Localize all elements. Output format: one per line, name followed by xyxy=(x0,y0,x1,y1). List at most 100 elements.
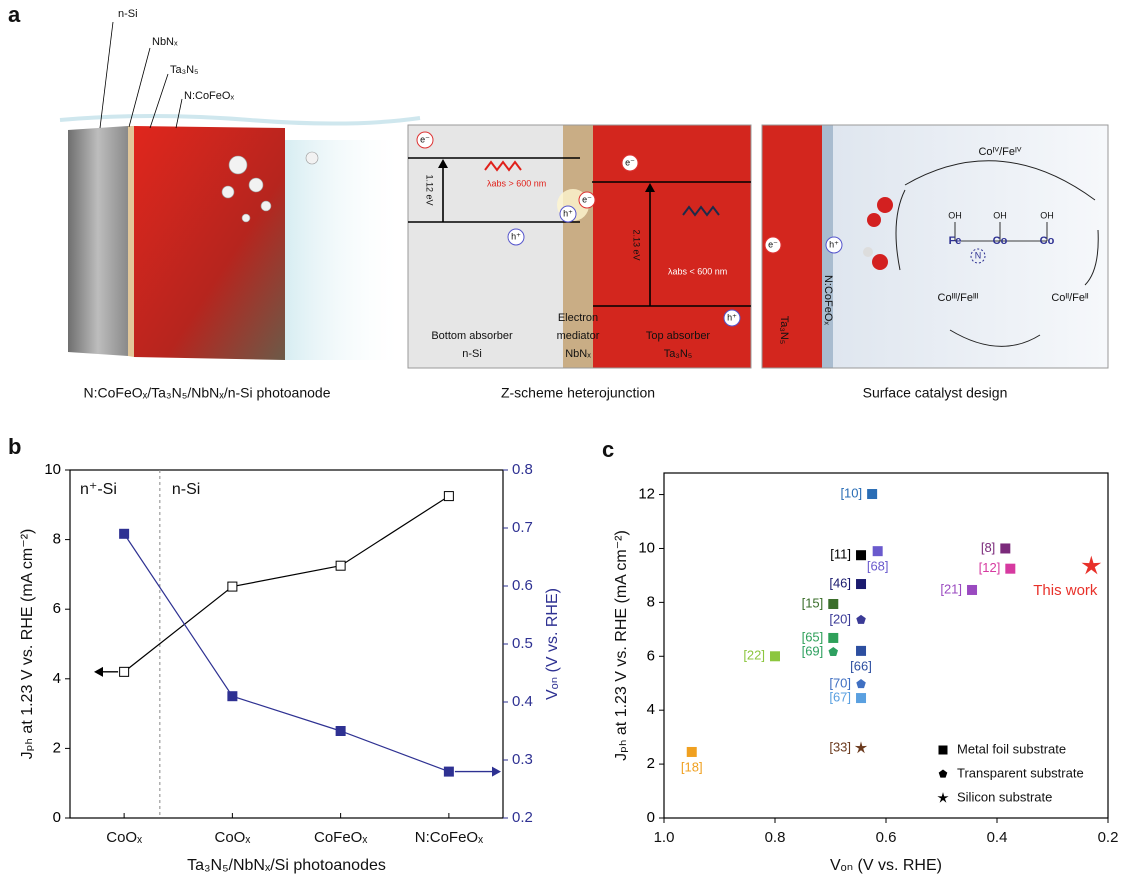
point-label: [66] xyxy=(850,658,872,673)
y-tick-label: 4 xyxy=(53,670,61,687)
point-label: [11] xyxy=(830,547,851,562)
point-label: [22] xyxy=(743,648,765,663)
marker-square xyxy=(336,561,345,570)
point-label: [46] xyxy=(829,575,851,590)
marker-square xyxy=(336,727,345,736)
point-label: [20] xyxy=(829,611,851,626)
marker-star xyxy=(855,741,867,753)
y2-axis-label: Vₒₙ (V vs. RHE) xyxy=(544,588,561,700)
region-label: Electron xyxy=(558,312,598,324)
y-tick-label: 0 xyxy=(647,809,655,826)
y-tick-label: 0.4 xyxy=(512,693,533,710)
marker-square xyxy=(829,633,838,642)
marker-square xyxy=(1006,564,1015,573)
y-tick-label: 0.6 xyxy=(512,577,533,594)
plot-frame xyxy=(70,470,503,818)
leader xyxy=(100,22,113,128)
atom: Co xyxy=(1040,235,1055,247)
layer-label: N:CoFeOₓ xyxy=(822,275,834,325)
y-tick-label: 0 xyxy=(53,809,61,826)
marker-square xyxy=(228,582,237,591)
point-label: [65] xyxy=(802,629,824,644)
carrier-label: h⁺ xyxy=(829,239,839,249)
x-tick-label: 0.4 xyxy=(987,829,1008,846)
point-label: [33] xyxy=(829,739,851,754)
x-tick-label: 1.0 xyxy=(654,829,675,846)
legend-label: Transparent substrate xyxy=(957,765,1084,780)
carrier-label: e⁻ xyxy=(582,194,592,204)
x-tick-label: N:CoFeOₓ xyxy=(415,829,483,846)
y-axis-label: Jₚₕ at 1.23 V vs. RHE (mA cm⁻²) xyxy=(613,530,630,761)
caption: N:CoFeOₓ/Ta₃N₅/NbNₓ/n-Si photoanode xyxy=(84,385,331,401)
marker-square xyxy=(444,767,453,776)
legend-marker xyxy=(937,792,948,803)
carrier-label: h⁺ xyxy=(563,208,573,218)
marker-square xyxy=(444,492,453,501)
region-label: Top absorber xyxy=(646,330,711,342)
atom: Fe xyxy=(949,235,962,247)
y-tick-label: 0.2 xyxy=(512,809,533,826)
nbn-layer xyxy=(128,126,134,357)
bubble xyxy=(222,186,234,198)
x-tick-label: 0.2 xyxy=(1098,829,1119,846)
marker-square xyxy=(771,652,780,661)
marker-square xyxy=(857,551,866,560)
x-axis-label: Ta₃N₅/NbNₓ/Si photoanodes xyxy=(187,857,386,874)
region-label: n-Si xyxy=(462,348,482,360)
y-tick-label: 8 xyxy=(53,531,61,548)
y-tick-label: 2 xyxy=(647,755,655,772)
point-label: [15] xyxy=(802,595,824,610)
carrier-label: h⁺ xyxy=(727,312,737,322)
x-axis-label: Vₒₙ (V vs. RHE) xyxy=(830,857,942,874)
layer-label: Ta₃N₅ xyxy=(778,316,790,344)
panel-label: b xyxy=(8,434,21,459)
band-gap: 2.13 eV xyxy=(632,229,642,260)
band-gap: 1.12 eV xyxy=(425,174,435,205)
y-tick-label: 6 xyxy=(647,647,655,664)
leader xyxy=(150,74,168,128)
y-axis-label: Jₚₕ at 1.23 V vs. RHE (mA cm⁻²) xyxy=(19,529,36,760)
point-label: [67] xyxy=(829,689,851,704)
arrow-head xyxy=(94,667,103,677)
point-label: [12] xyxy=(979,560,1001,575)
oxygen xyxy=(872,254,888,270)
marker-square xyxy=(120,667,129,676)
point-label: [8] xyxy=(981,540,995,555)
region-label: mediator xyxy=(557,330,600,342)
ta3n5-layer xyxy=(134,126,285,360)
layer-label: Ta₃N₅ xyxy=(170,64,198,76)
atom: Co xyxy=(993,235,1008,247)
x-tick-label: 0.8 xyxy=(765,829,786,846)
legend-label: Silicon substrate xyxy=(957,789,1052,804)
carrier-label: e⁻ xyxy=(420,134,430,144)
point-label: [10] xyxy=(840,485,862,500)
bubble xyxy=(249,178,263,192)
leader xyxy=(176,99,182,128)
annotation: n⁺-Si xyxy=(80,481,117,498)
layer-label: N:CoFeOₓ xyxy=(184,90,234,102)
oxygen xyxy=(877,197,893,213)
carrier-label: e⁻ xyxy=(625,157,635,167)
carrier-label: e⁻ xyxy=(768,239,778,249)
marker-square xyxy=(857,580,866,589)
legend-marker xyxy=(939,746,947,754)
region-label: Ta₃N₅ xyxy=(664,348,692,360)
wave xyxy=(60,116,420,124)
marker-square xyxy=(829,599,838,608)
legend-label: Metal foil substrate xyxy=(957,741,1066,756)
bubble xyxy=(306,152,318,164)
oxidation-state: Coᴵᴵᴵ/Feᴵᴵᴵ xyxy=(938,292,979,304)
y-tick-label: 10 xyxy=(44,461,61,478)
y-tick-label: 12 xyxy=(638,486,655,503)
layer-label: n-Si xyxy=(118,8,138,20)
marker-square xyxy=(873,547,882,556)
caption: Z-scheme heterojunction xyxy=(501,385,655,401)
oxidation-state: Coᴵᴵ/Feᴵᴵ xyxy=(1051,292,1088,304)
marker-square xyxy=(1001,544,1010,553)
bubble xyxy=(229,156,247,174)
bubble xyxy=(242,214,250,222)
hydrogen xyxy=(863,247,873,257)
legend-marker xyxy=(939,770,948,778)
water xyxy=(285,140,405,360)
marker-pentagon xyxy=(856,615,866,624)
